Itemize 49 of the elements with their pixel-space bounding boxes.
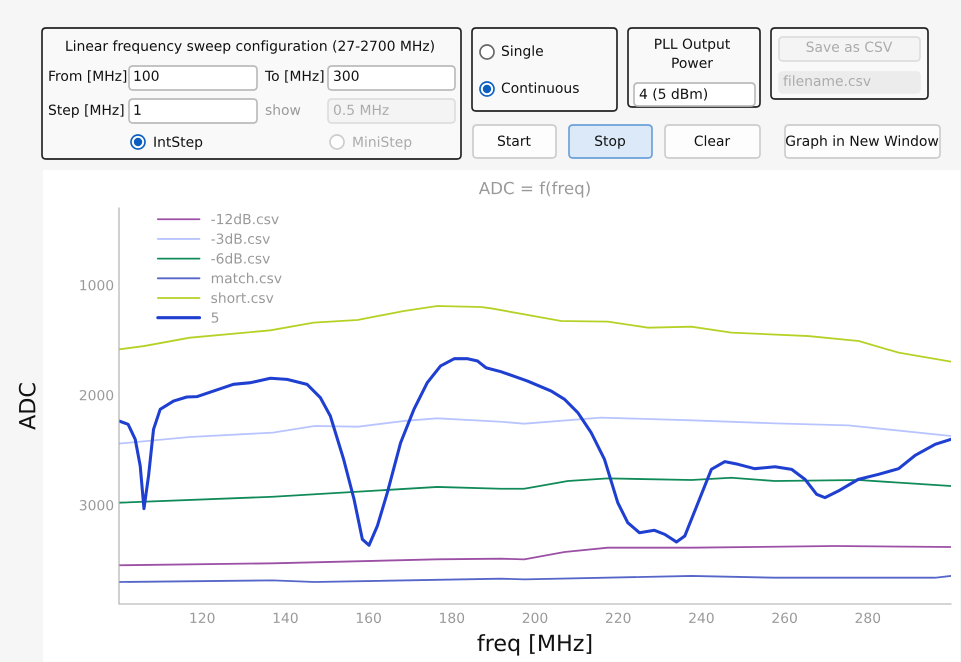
text: 0.5 MHz (334, 104, 389, 116)
x-tick-label: 160 (356, 612, 381, 624)
text: Start (498, 136, 531, 146)
text: Step [MHz] (48, 104, 124, 118)
text: Stop (595, 136, 626, 149)
line-series (119, 305, 951, 363)
text: Linear frequency sweep configuration (27-2700 MHz) (66, 40, 434, 54)
text: MiniStep (353, 136, 412, 150)
legend-label: -12dB.csv (211, 214, 279, 224)
text: From [MHz] (49, 70, 126, 83)
x-tick-label: 140 (274, 612, 298, 624)
x-tick-label: 120 (190, 612, 215, 624)
text: Single (502, 45, 543, 59)
text: Continuous (502, 82, 579, 94)
legend-label: -6dB.csv (211, 252, 270, 264)
line-series (119, 545, 951, 566)
legend-label: match.csv (212, 272, 282, 284)
x-tick-label: 180 (440, 612, 464, 624)
x-tick-label: 260 (772, 612, 797, 624)
x-tick-label: 200 (522, 612, 548, 624)
text: show (266, 104, 300, 116)
text: filename.csv (783, 75, 871, 86)
text: 1 (134, 104, 141, 115)
x-axis-title: freq [MHz] (477, 634, 592, 656)
line-series (119, 575, 951, 583)
line-series (119, 357, 951, 547)
y-tick-label: 3000 (80, 500, 114, 510)
chart-title: ADC = f(freq) (478, 181, 590, 198)
y-tick-label: 1000 (80, 280, 114, 290)
text: Graph in New Window (786, 135, 938, 149)
legend-label: -3dB.csv (211, 233, 270, 244)
text: Save as CSV (806, 42, 892, 52)
line-series (119, 416, 951, 445)
text: 4 (5 dBm) (640, 88, 708, 101)
legend-label: 5 (212, 312, 218, 323)
x-tick-label: 280 (856, 612, 880, 624)
text: To [MHz] (264, 70, 324, 83)
text: 100 (134, 70, 159, 82)
text: 300 (334, 70, 359, 82)
text: Clear (694, 135, 730, 146)
line-series (119, 476, 951, 504)
x-tick-label: 240 (689, 612, 714, 624)
text: Power (672, 58, 713, 68)
x-tick-label: 220 (606, 612, 631, 624)
text: PLL Output (655, 38, 730, 52)
y-axis-title: ADC (18, 383, 36, 430)
legend-label: short.csv (211, 292, 274, 304)
y-tick-label: 2000 (80, 390, 114, 400)
text: IntStep (154, 136, 202, 150)
